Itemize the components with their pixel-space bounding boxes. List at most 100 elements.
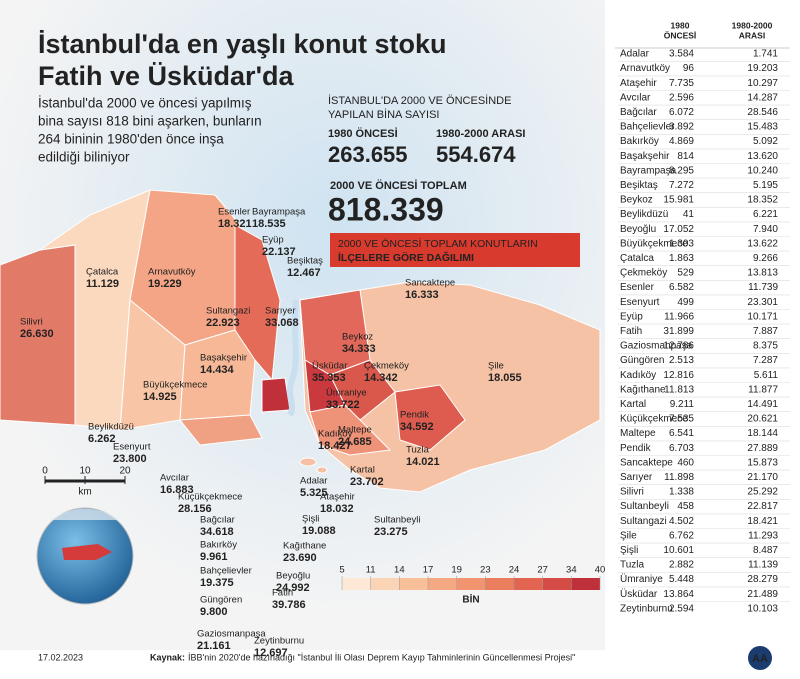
district-value: 24.992: [276, 582, 310, 594]
row-value: 5.195: [753, 180, 778, 191]
district-value: 19.375: [200, 577, 234, 589]
district-value: 19.229: [148, 278, 182, 290]
row-name: Başakşehir: [620, 151, 670, 162]
stat-value: 554.674: [436, 142, 516, 167]
row-name: Sarıyer: [620, 472, 653, 483]
row-value: 11.966: [664, 311, 694, 322]
date: 17.02.2023: [38, 652, 83, 662]
row-value: 3.892: [669, 122, 694, 133]
district-value: 33.068: [265, 317, 299, 329]
row-value: 18.352: [747, 195, 778, 206]
stat-label: 1980-2000 ARASI: [436, 128, 525, 140]
legend-swatch: [370, 578, 400, 590]
district-name: Büyükçekmece: [143, 380, 207, 391]
column-header: ÖNCESİ: [664, 30, 697, 40]
row-value: 27.889: [747, 443, 778, 454]
row-name: Kartal: [620, 399, 646, 410]
district-value: 5.325: [300, 487, 328, 499]
row-name: Ataşehir: [620, 78, 657, 89]
row-name: Beylikdüzü: [620, 209, 668, 220]
row-name: Beykoz: [620, 195, 653, 206]
row-value: 5.448: [669, 574, 694, 585]
row-value: 13.622: [747, 238, 778, 249]
row-value: 18.144: [747, 428, 778, 439]
row-value: 41: [683, 209, 695, 220]
row-value: 13.864: [663, 589, 694, 600]
row-value: 10.103: [747, 603, 778, 614]
legend-swatch: [514, 578, 543, 590]
district-value: 9.800: [200, 606, 228, 618]
district-name: Bayrampaşa: [252, 207, 306, 218]
row-value: 20.621: [747, 414, 778, 425]
district-value: 9.961: [200, 551, 228, 563]
district-name: Şişli: [302, 514, 319, 525]
district-name: Silivri: [20, 317, 43, 328]
row-value: 7.287: [753, 355, 778, 366]
row-value: 11.877: [748, 384, 778, 395]
row-value: 7.887: [753, 326, 778, 337]
intro: edildiği biliniyor: [38, 150, 130, 165]
scale-unit: km: [78, 487, 91, 498]
row-value: 21.170: [747, 472, 778, 483]
row-value: 1.741: [753, 49, 778, 60]
row-value: 22.817: [747, 501, 778, 512]
banner-text: İLÇELERE GÖRE DAĞILIMI: [338, 251, 474, 264]
row-value: 7.272: [669, 180, 694, 191]
district-value: 6.262: [88, 433, 116, 445]
row-name: Bağcılar: [620, 107, 657, 118]
district-value: 14.021: [406, 456, 440, 468]
row-value: 10.601: [663, 545, 694, 556]
total-value: 818.339: [328, 191, 444, 227]
district-name: Kadıköy: [318, 429, 353, 440]
row-value: 2.882: [669, 560, 694, 571]
legend-label: 27: [537, 565, 548, 576]
row-value: 6.541: [669, 428, 694, 439]
row-name: Kadıköy: [620, 370, 656, 381]
row-value: 2.513: [669, 355, 694, 366]
total-label: 2000 VE ÖNCESİ TOPLAM: [330, 179, 467, 192]
district-name: Kağıthane: [283, 541, 326, 552]
district-value: 19.088: [302, 525, 336, 537]
district-value: 23.702: [350, 476, 384, 488]
district-value: 16.883: [160, 484, 194, 496]
district-value: 39.786: [272, 599, 306, 611]
row-name: Adalar: [620, 49, 650, 60]
district-name: Adalar: [300, 476, 327, 487]
district-value: 16.333: [405, 289, 439, 301]
district-name: Üsküdar: [312, 361, 347, 372]
district-name: Maltepe: [338, 425, 372, 436]
district-name: Sultangazi: [206, 306, 250, 317]
row-value: 6.703: [669, 443, 694, 454]
district-value: 24.685: [338, 436, 372, 448]
legend-label: 5: [339, 565, 344, 576]
row-value: 499: [677, 297, 694, 308]
row-name: Esenyurt: [620, 297, 660, 308]
row-name: Arnavutköy: [620, 63, 670, 74]
district-name: Güngören: [200, 595, 242, 606]
column-header: ARASI: [739, 30, 765, 40]
row-value: 13.620: [747, 151, 778, 162]
row-value: 9.266: [753, 253, 778, 264]
district-value: 34.592: [400, 421, 434, 433]
row-name: Pendik: [620, 443, 652, 454]
row-value: 8.487: [753, 545, 778, 556]
banner-text: 2000 VE ÖNCESİ TOPLAM KONUTLARIN: [338, 237, 538, 250]
district-value: 34.618: [200, 526, 234, 538]
district-name: Çatalca: [86, 267, 119, 278]
legend-label: 19: [451, 565, 462, 576]
row-name: Tuzla: [620, 560, 645, 571]
district-name: Beykoz: [342, 332, 373, 343]
district-name: Tuzla: [406, 445, 430, 456]
row-value: 8.295: [669, 165, 694, 176]
row-name: Bakırköy: [620, 136, 659, 147]
legend-label: 11: [366, 565, 376, 576]
row-name: Maltepe: [620, 428, 656, 439]
row-value: 9.211: [670, 399, 695, 410]
row-value: 11.139: [748, 560, 778, 571]
legend-label: 40: [595, 565, 606, 576]
row-value: 460: [677, 457, 694, 468]
district-value: 21.161: [197, 640, 231, 652]
row-name: Sancaktepe: [620, 457, 673, 468]
district-value: 23.690: [283, 552, 317, 564]
